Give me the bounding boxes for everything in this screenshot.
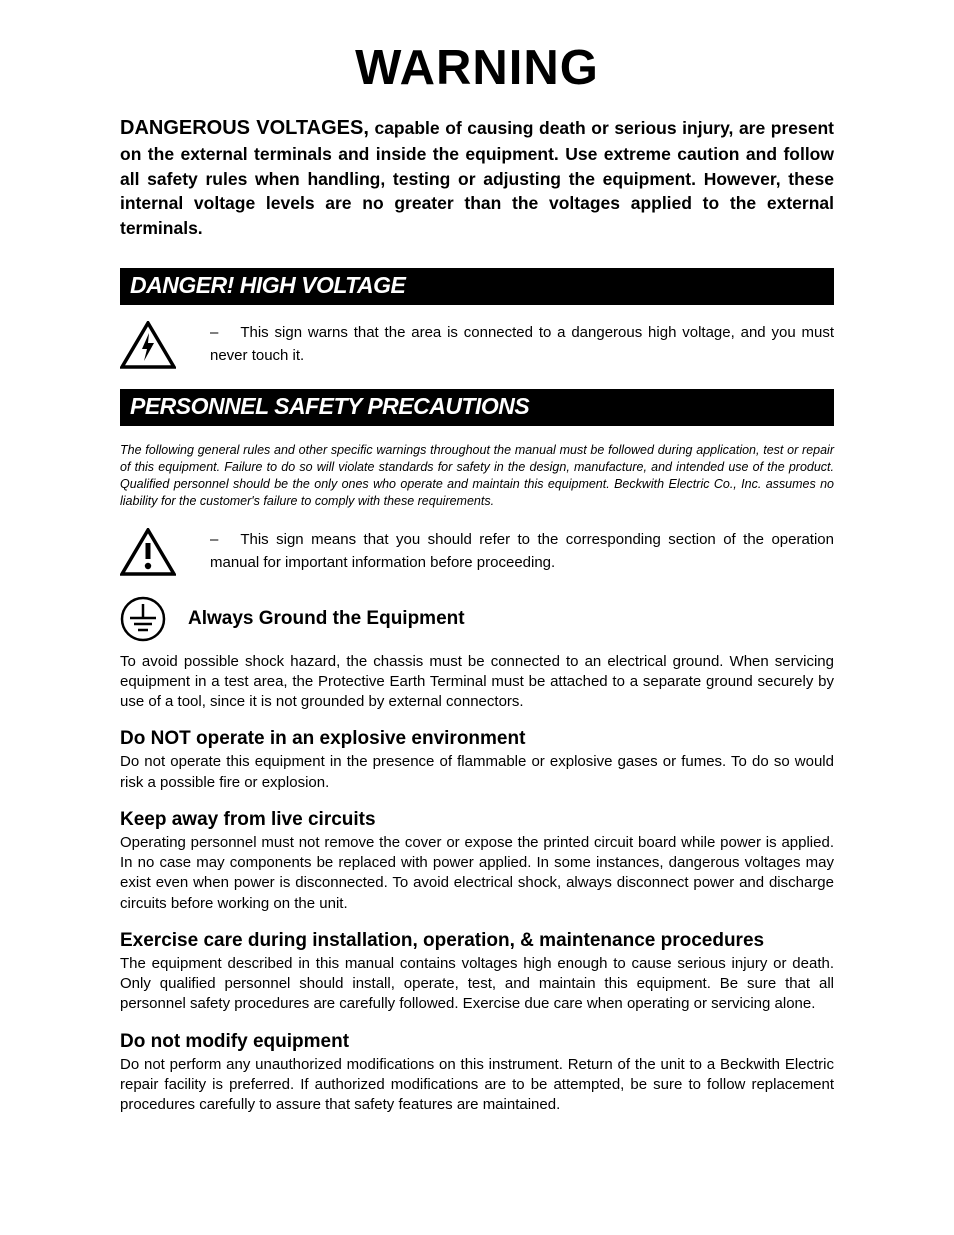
high-voltage-icon [120, 321, 190, 369]
caution-text: This sign means that you should refer to… [210, 531, 834, 571]
danger-row: –This sign warns that the area is connec… [120, 321, 834, 369]
danger-text: This sign warns that the area is connect… [210, 324, 834, 364]
intro-paragraph: DANGEROUS VOLTAGES, capable of causing d… [120, 114, 834, 240]
intro-lead: DANGEROUS VOLTAGES, [120, 117, 369, 139]
ground-body: To avoid possible shock hazard, the chas… [120, 652, 834, 713]
explosive-heading: Do NOT operate in an explosive environme… [120, 728, 834, 750]
modify-body: Do not perform any unauthorized modifica… [120, 1055, 834, 1116]
care-heading: Exercise care during installation, opera… [120, 930, 834, 952]
care-body: The equipment described in this manual c… [120, 954, 834, 1015]
ground-heading-row: Always Ground the Equipment [120, 596, 834, 642]
caution-icon [120, 528, 190, 576]
dash: – [210, 324, 240, 341]
modify-heading: Do not modify equipment [120, 1031, 834, 1053]
explosive-body: Do not operate this equipment in the pre… [120, 752, 834, 793]
caution-row: –This sign means that you should refer t… [120, 528, 834, 576]
main-title: WARNING [120, 40, 834, 96]
live-body: Operating personnel must not remove the … [120, 833, 834, 914]
caution-text-cell: –This sign means that you should refer t… [190, 528, 834, 575]
ground-heading: Always Ground the Equipment [180, 608, 465, 630]
personnel-banner: PERSONNEL SAFETY PRECAUTIONS [120, 389, 834, 426]
danger-banner: DANGER! HIGH VOLTAGE [120, 268, 834, 305]
dash: – [210, 531, 240, 548]
personnel-fine-print: The following general rules and other sp… [120, 442, 834, 510]
danger-text-cell: –This sign warns that the area is connec… [190, 321, 834, 368]
ground-icon [120, 596, 180, 642]
live-heading: Keep away from live circuits [120, 809, 834, 831]
